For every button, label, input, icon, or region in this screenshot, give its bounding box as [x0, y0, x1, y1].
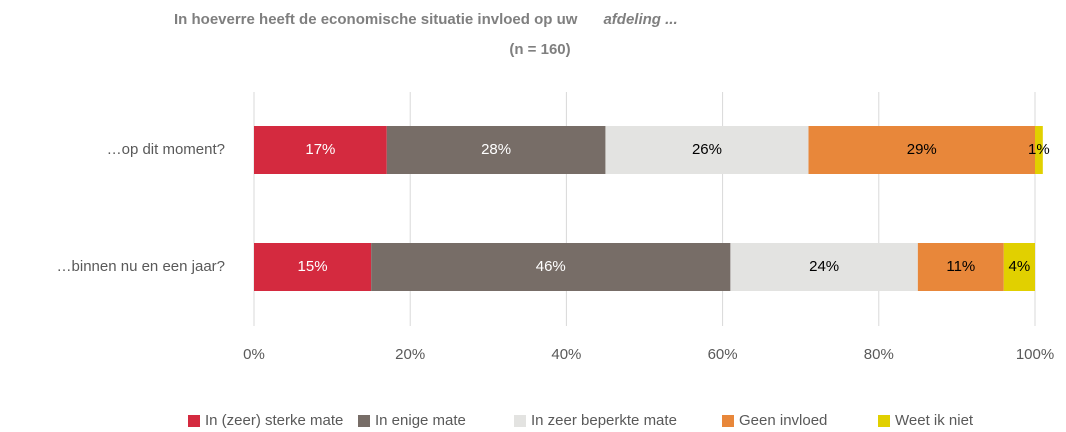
chart-subtitle: (n = 160) [509, 41, 570, 58]
chart-title: In hoeverre heeft de economische situati… [174, 11, 578, 28]
data-label: 26% [692, 141, 722, 158]
data-label: 17% [305, 141, 335, 158]
data-label: 1% [1028, 141, 1050, 158]
y-tick-label: …op dit moment? [107, 141, 225, 158]
chart-title-line: In hoeverre heeft de economische situati… [174, 11, 678, 28]
bar-segment [254, 126, 387, 174]
bar-segment [730, 243, 918, 291]
bar-segment [605, 126, 809, 174]
chart-title-emphasis: afdeling ... [603, 11, 677, 28]
bar-segment [1035, 126, 1043, 174]
legend-swatch [188, 415, 200, 427]
legend-swatch [722, 415, 734, 427]
legend-label: In (zeer) sterke mate [205, 412, 343, 429]
legend-swatch [514, 415, 526, 427]
legend-swatch [358, 415, 370, 427]
bar-segment [254, 243, 372, 291]
bar-segment [371, 243, 731, 291]
x-tick-label: 60% [708, 346, 738, 363]
data-label: 11% [946, 258, 975, 275]
data-label: 15% [298, 258, 328, 275]
x-tick-label: 40% [551, 346, 581, 363]
data-label: 24% [809, 258, 839, 275]
data-label: 4% [1009, 258, 1031, 275]
bar-segment [1003, 243, 1035, 291]
x-tick-label: 0% [243, 346, 265, 363]
legend-label: In enige mate [375, 412, 466, 429]
bar-segment [808, 126, 1035, 174]
x-tick-label: 20% [395, 346, 425, 363]
legend-label: Weet ik niet [895, 412, 974, 429]
data-label: 46% [536, 258, 566, 275]
x-tick-label: 80% [864, 346, 894, 363]
data-label: 29% [907, 141, 937, 158]
legend-label: Geen invloed [739, 412, 827, 429]
y-tick-label: …binnen nu en een jaar? [57, 258, 225, 275]
legend-label: In zeer beperkte mate [531, 412, 677, 429]
x-tick-label: 100% [1016, 346, 1054, 363]
data-label: 28% [481, 141, 511, 158]
legend-swatch [878, 415, 890, 427]
bar-segment [386, 126, 606, 174]
bar-segment [917, 243, 1004, 291]
